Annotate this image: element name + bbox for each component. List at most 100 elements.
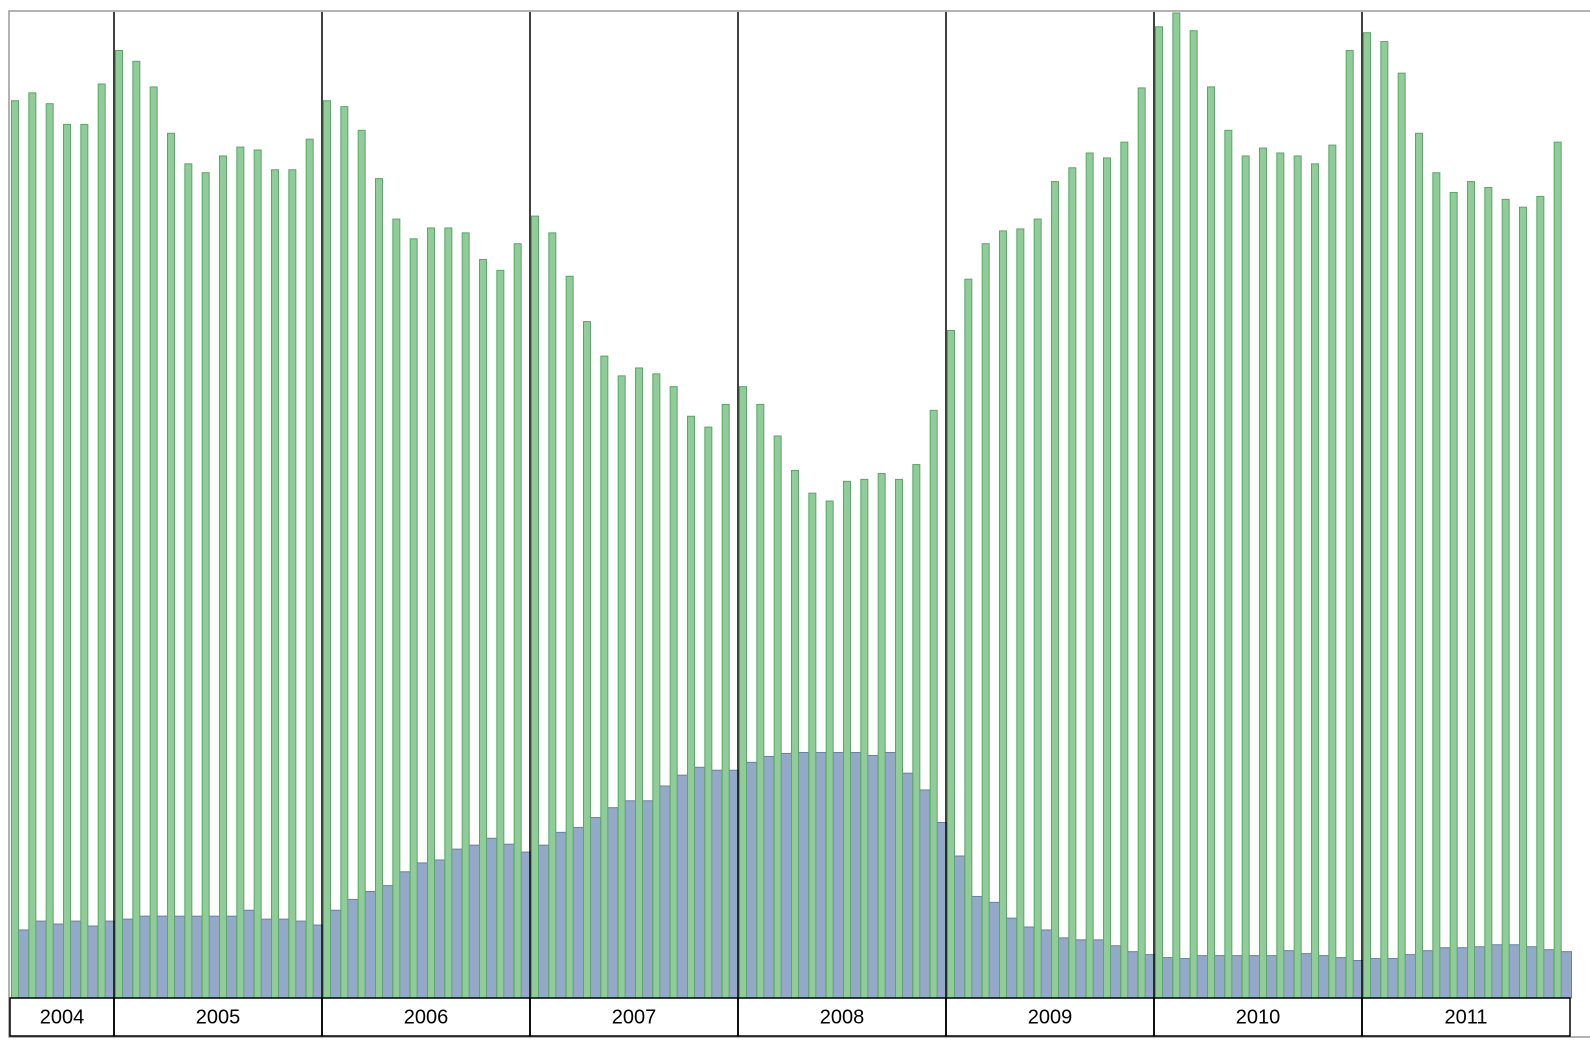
green-bar: [340, 106, 349, 999]
green-bar: [63, 123, 71, 999]
green-bar: [860, 478, 869, 999]
green-bar: [1415, 132, 1423, 999]
blue-bar: [1369, 958, 1382, 999]
blue-bar: [1265, 955, 1278, 999]
green-bar: [479, 258, 487, 999]
blue-bar: [675, 774, 689, 999]
year-label: 2010: [1236, 1006, 1281, 1028]
blue-bar: [1317, 955, 1330, 999]
green-bar: [635, 367, 643, 999]
blue-bar: [346, 898, 359, 999]
green-bar: [808, 492, 817, 999]
year-label: 2009: [1028, 1006, 1073, 1028]
blue-bar: [1403, 954, 1416, 999]
blue-bar: [450, 848, 463, 999]
blue-bar: [69, 920, 82, 999]
year-label: 2004: [40, 1006, 85, 1028]
blue-bar: [953, 855, 966, 999]
green-bar: [1397, 72, 1406, 999]
blue-bar: [86, 925, 99, 999]
blue-bar: [831, 751, 845, 999]
blue-bar: [121, 918, 134, 999]
year-axis: 2004 2005 2006 2007 2008 2009 2010 2011: [9, 12, 1571, 1037]
green-bar: [1155, 26, 1163, 999]
green-bar: [409, 238, 418, 999]
green-bar: [11, 100, 19, 999]
green-bar: [756, 403, 765, 999]
green-bar: [461, 232, 470, 999]
green-bar: [1449, 191, 1458, 999]
blue-bar: [1421, 950, 1434, 999]
green-bar: [739, 386, 747, 999]
blue-bar: [866, 754, 879, 999]
blue-bar: [1282, 950, 1295, 999]
blue-bar: [1161, 957, 1174, 999]
blue-bar: [138, 915, 151, 999]
bars: [11, 12, 1572, 999]
year-label: 2007: [612, 1006, 657, 1028]
green-bar: [1501, 198, 1510, 999]
blue-bar: [623, 800, 637, 999]
blue-bar: [693, 766, 706, 999]
blue-bar: [571, 826, 585, 999]
year-label: 2006: [404, 1006, 449, 1028]
green-bar: [288, 169, 297, 999]
green-bar: [1328, 144, 1337, 999]
blue-bar: [710, 769, 723, 999]
blue-bar: [814, 751, 827, 999]
blue-bar: [1109, 945, 1122, 999]
blue-bar: [554, 831, 567, 999]
green-bar: [1553, 141, 1562, 999]
green-bar: [1241, 155, 1250, 999]
green-bar: [236, 146, 245, 999]
green-bar: [1293, 155, 1302, 999]
green-bar: [565, 275, 574, 999]
blue-bar: [34, 920, 47, 999]
green-bar: [1120, 141, 1129, 999]
green-bar: [1519, 206, 1527, 999]
blue-bar: [485, 837, 498, 999]
green-bar: [167, 132, 175, 999]
green-bar: [877, 472, 886, 999]
green-bar: [825, 500, 834, 999]
blue-bar: [17, 929, 30, 999]
green-bar: [201, 172, 210, 999]
green-bar: [600, 355, 609, 999]
green-bar: [1137, 87, 1146, 999]
green-bar: [149, 86, 158, 999]
blue-bar: [398, 871, 411, 999]
blue-bar: [641, 800, 654, 999]
green-bar: [184, 163, 193, 999]
blue-bar: [1525, 946, 1538, 999]
year-label: 2011: [1444, 1006, 1487, 1028]
green-bar: [1467, 181, 1475, 999]
blue-bar: [415, 862, 428, 999]
blue-bar: [1542, 949, 1555, 999]
frame: [8, 10, 1590, 1038]
blue-bar: [987, 901, 1001, 999]
blue-bar: [1091, 939, 1104, 999]
blue-bar: [1057, 937, 1070, 999]
green-bar: [895, 478, 903, 999]
blue-bar: [1507, 944, 1520, 999]
blue-bar: [51, 923, 65, 999]
green-bar: [583, 321, 591, 999]
green-bar: [1536, 195, 1545, 999]
blue-bar: [883, 751, 897, 999]
green-bar: [652, 373, 661, 999]
green-bar: [444, 227, 453, 999]
blue-bar: [1438, 947, 1451, 999]
blue-bar: [433, 859, 446, 999]
green-bar: [132, 60, 141, 999]
blue-bar: [329, 909, 342, 999]
green-bar: [617, 375, 626, 999]
year-label: 2005: [196, 1006, 241, 1028]
blue-bar: [363, 891, 376, 999]
blue-bar: [1334, 957, 1347, 999]
green-bar: [721, 403, 730, 999]
green-bar: [219, 155, 227, 999]
year-label: 2008: [820, 1006, 865, 1028]
green-bar: [513, 243, 522, 999]
green-bar: [1276, 152, 1285, 999]
green-bar: [1345, 49, 1354, 999]
